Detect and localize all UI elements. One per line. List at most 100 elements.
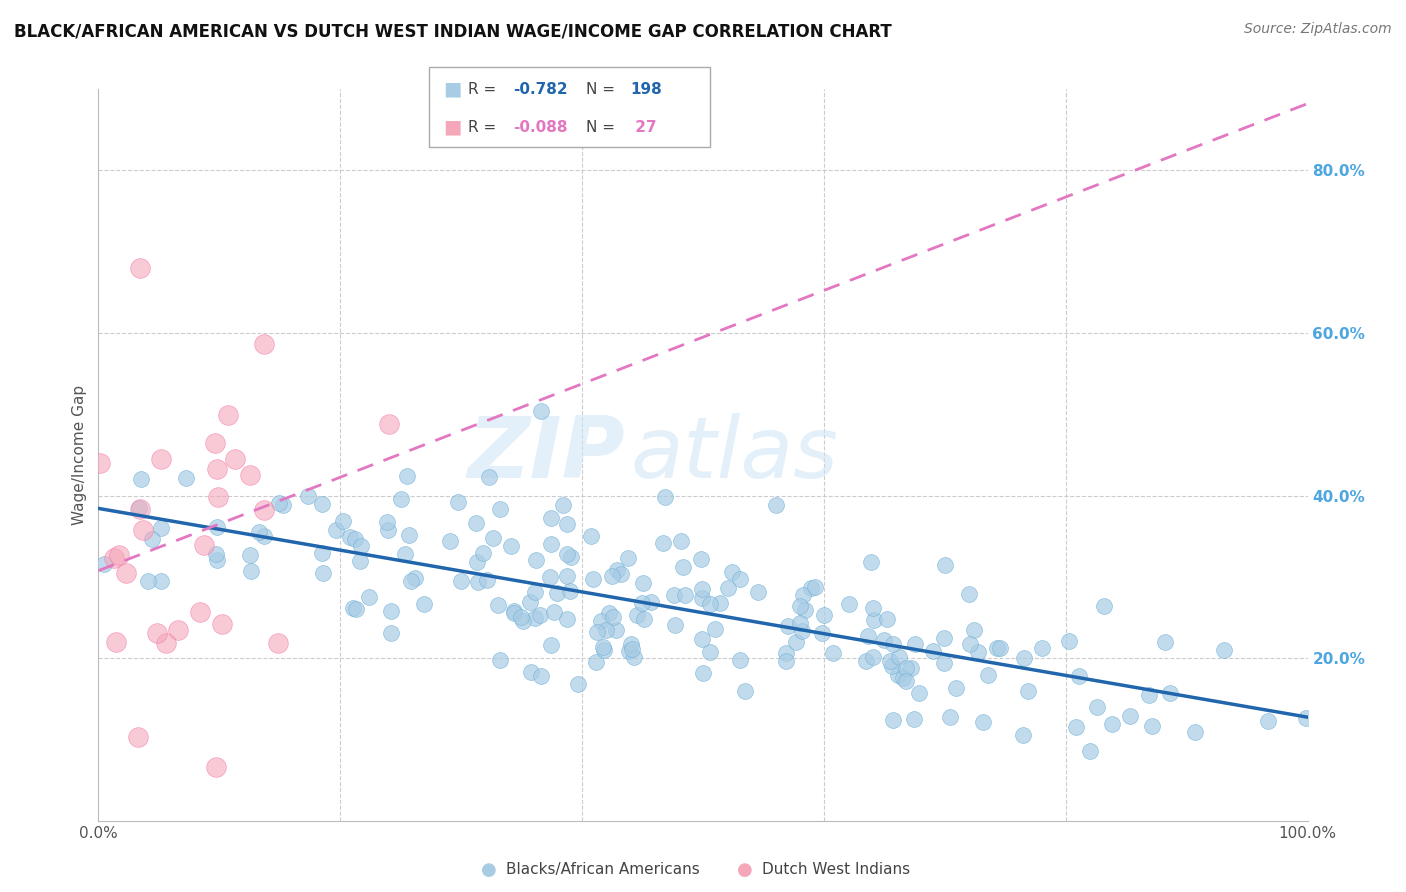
Point bbox=[523, 611, 546, 625]
Point bbox=[838, 597, 860, 611]
Point bbox=[378, 417, 401, 432]
Point bbox=[1064, 720, 1087, 734]
Point bbox=[579, 529, 602, 543]
Point bbox=[530, 404, 553, 418]
Point bbox=[690, 582, 713, 597]
Point bbox=[467, 574, 489, 589]
Point bbox=[394, 547, 416, 561]
Point bbox=[412, 598, 434, 612]
Text: Source: ZipAtlas.com: Source: ZipAtlas.com bbox=[1244, 22, 1392, 37]
Point bbox=[858, 629, 880, 643]
Point bbox=[481, 532, 503, 546]
Point bbox=[377, 523, 399, 537]
Point bbox=[502, 604, 524, 618]
Point bbox=[900, 661, 922, 675]
Point bbox=[399, 574, 422, 589]
Point bbox=[633, 612, 655, 626]
Point bbox=[398, 528, 420, 542]
Point bbox=[662, 588, 685, 602]
Point bbox=[136, 574, 159, 588]
Point bbox=[922, 644, 945, 658]
Text: -0.782: -0.782 bbox=[513, 82, 568, 97]
Point bbox=[891, 672, 914, 686]
Point bbox=[519, 595, 541, 609]
Point bbox=[734, 683, 756, 698]
Point bbox=[1012, 728, 1035, 742]
Point bbox=[792, 589, 814, 603]
Point bbox=[894, 673, 917, 688]
Text: N =: N = bbox=[586, 82, 620, 97]
Point bbox=[747, 584, 769, 599]
Point bbox=[380, 604, 402, 618]
Point bbox=[631, 575, 654, 590]
Point bbox=[882, 637, 904, 651]
Point bbox=[450, 574, 472, 589]
Point bbox=[785, 634, 807, 648]
Point bbox=[792, 624, 814, 638]
Text: Blacks/African Americans: Blacks/African Americans bbox=[506, 863, 700, 877]
Point bbox=[472, 546, 495, 560]
Point bbox=[332, 514, 354, 528]
Point bbox=[811, 626, 834, 640]
Point bbox=[690, 591, 713, 605]
Point bbox=[128, 260, 150, 275]
Point bbox=[640, 594, 662, 608]
Point bbox=[217, 409, 239, 423]
Point bbox=[582, 572, 605, 586]
Text: 198: 198 bbox=[630, 82, 662, 97]
Point bbox=[396, 468, 419, 483]
Point bbox=[623, 650, 645, 665]
Point bbox=[669, 533, 692, 548]
Text: Dutch West Indians: Dutch West Indians bbox=[762, 863, 910, 877]
Point bbox=[524, 553, 547, 567]
Point bbox=[664, 618, 686, 632]
Point bbox=[553, 498, 575, 512]
Text: ■: ■ bbox=[443, 80, 461, 99]
Text: ■: ■ bbox=[443, 118, 461, 136]
Point bbox=[127, 731, 149, 745]
Point bbox=[862, 601, 884, 615]
Point bbox=[205, 461, 228, 475]
Point bbox=[1059, 634, 1081, 648]
Text: BLACK/AFRICAN AMERICAN VS DUTCH WEST INDIAN WAGE/INCOME GAP CORRELATION CHART: BLACK/AFRICAN AMERICAN VS DUTCH WEST IND… bbox=[14, 22, 891, 40]
Point bbox=[873, 632, 896, 647]
Point bbox=[105, 635, 128, 649]
Point bbox=[247, 525, 270, 540]
Point bbox=[699, 597, 721, 611]
Point bbox=[862, 650, 884, 665]
Point bbox=[988, 641, 1011, 656]
Point bbox=[775, 646, 797, 660]
Point bbox=[150, 574, 173, 589]
Point bbox=[585, 655, 607, 669]
Point bbox=[224, 452, 246, 467]
Point bbox=[557, 612, 579, 626]
Point bbox=[1137, 688, 1160, 702]
Point bbox=[380, 626, 402, 640]
Point bbox=[546, 586, 568, 600]
Point bbox=[567, 677, 589, 691]
Point bbox=[155, 636, 177, 650]
Point bbox=[529, 607, 551, 622]
Point bbox=[602, 610, 624, 624]
Point bbox=[932, 631, 955, 645]
Point bbox=[959, 637, 981, 651]
Point bbox=[467, 555, 489, 569]
Point bbox=[967, 645, 990, 659]
Point bbox=[489, 653, 512, 667]
Point bbox=[207, 519, 229, 533]
Point bbox=[1094, 599, 1116, 613]
Point bbox=[439, 534, 461, 549]
Point bbox=[174, 471, 197, 485]
Point bbox=[488, 502, 510, 516]
Text: R =: R = bbox=[468, 82, 502, 97]
Point bbox=[404, 571, 426, 585]
Point bbox=[89, 456, 111, 470]
Point bbox=[475, 573, 498, 587]
Point bbox=[963, 623, 986, 637]
Point bbox=[775, 654, 797, 668]
Point bbox=[1118, 709, 1140, 723]
Point bbox=[800, 581, 823, 595]
Point bbox=[252, 502, 274, 516]
Point bbox=[297, 489, 319, 503]
Point bbox=[620, 637, 643, 651]
